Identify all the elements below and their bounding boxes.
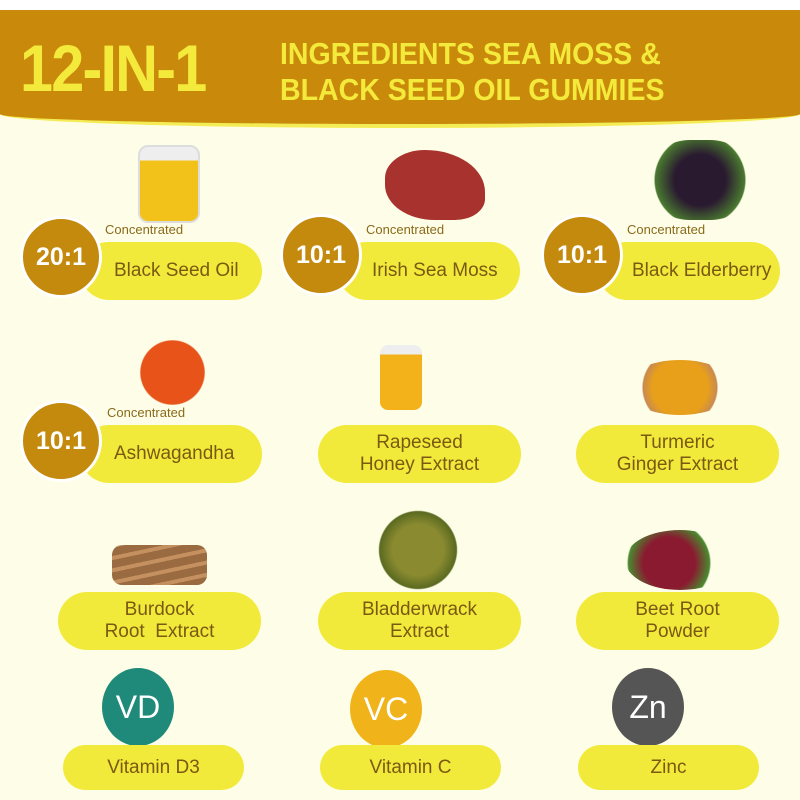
ingredient-vitamin-c: Vitamin C <box>320 745 501 790</box>
ingredient-black-elderberry: Black Elderberry <box>598 242 780 300</box>
ingredient-name: Vitamin D3 <box>107 756 200 778</box>
ingredient-ashwagandha: Ashwagandha <box>80 425 262 483</box>
ingredient-name: Vitamin C <box>369 756 452 778</box>
ingredient-name-line1: Burdock <box>124 599 195 620</box>
ingredient-bladderwrack: Bladderwrack Extract <box>318 592 521 650</box>
burdock-root-image <box>112 545 207 585</box>
headline-count: 12-IN-1 <box>20 31 207 105</box>
ratio-badge: 10:1 <box>280 214 362 296</box>
ingredient-irish-sea-moss: Irish Sea Moss <box>338 242 520 300</box>
oil-jar-image <box>138 145 200 223</box>
ingredient-name-line2: Powder <box>645 621 710 642</box>
ingredient-name-line1: Bladderwrack <box>361 599 478 620</box>
ingredient-beet-root: Beet Root Powder <box>576 592 779 650</box>
concentrated-label: Concentrated <box>366 222 445 237</box>
ingredient-name-line1: Rapeseed <box>376 432 463 453</box>
ingredient-burdock-root: Burdock Root Extract <box>58 592 261 650</box>
vitamin-d-badge: VD <box>102 668 174 746</box>
headline-line1: INGREDIENTS SEA MOSS & <box>280 36 661 71</box>
ingredient-name-line2: Root Extract <box>104 621 215 642</box>
ingredient-name: Irish Sea Moss <box>372 260 498 281</box>
beetroot-image <box>625 530 735 590</box>
turmeric-image <box>625 360 735 415</box>
ingredient-name: Zinc <box>650 756 687 778</box>
ingredient-name: Ashwagandha <box>114 443 235 464</box>
header-banner <box>0 10 800 128</box>
zinc-badge: Zn <box>612 668 684 746</box>
ingredient-name-line2: Honey Extract <box>359 454 480 475</box>
ashwagandha-image <box>125 340 220 405</box>
ingredient-name-line1: Turmeric <box>640 432 715 453</box>
ratio-badge: 10:1 <box>541 214 623 296</box>
ingredient-turmeric-ginger: Turmeric Ginger Extract <box>576 425 779 483</box>
concentrated-label: Concentrated <box>105 222 184 237</box>
rapeseed-honey-image <box>380 345 422 410</box>
elderberry-image <box>650 140 750 220</box>
headline-line2: BLACK SEED OIL GUMMIES <box>280 72 665 107</box>
concentrated-label: Concentrated <box>107 405 186 420</box>
ingredient-name: Black Seed Oil <box>114 260 239 281</box>
ratio-badge: 20:1 <box>20 216 102 298</box>
ingredient-name: Black Elderberry <box>632 260 772 281</box>
ingredient-name-line2: Extract <box>389 621 450 642</box>
ingredient-name-line2: Ginger Extract <box>616 454 739 475</box>
ingredient-name-line1: Beet Root <box>635 599 720 620</box>
ingredient-black-seed-oil: Black Seed Oil <box>80 242 262 300</box>
ingredient-vitamin-d3: Vitamin D3 <box>63 745 244 790</box>
bladderwrack-image <box>368 510 468 590</box>
ratio-badge: 10:1 <box>20 400 102 482</box>
vitamin-c-badge: VC <box>350 670 422 748</box>
ingredient-zinc: Zinc <box>578 745 759 790</box>
ingredient-rapeseed-honey: Rapeseed Honey Extract <box>318 425 521 483</box>
concentrated-label: Concentrated <box>627 222 706 237</box>
